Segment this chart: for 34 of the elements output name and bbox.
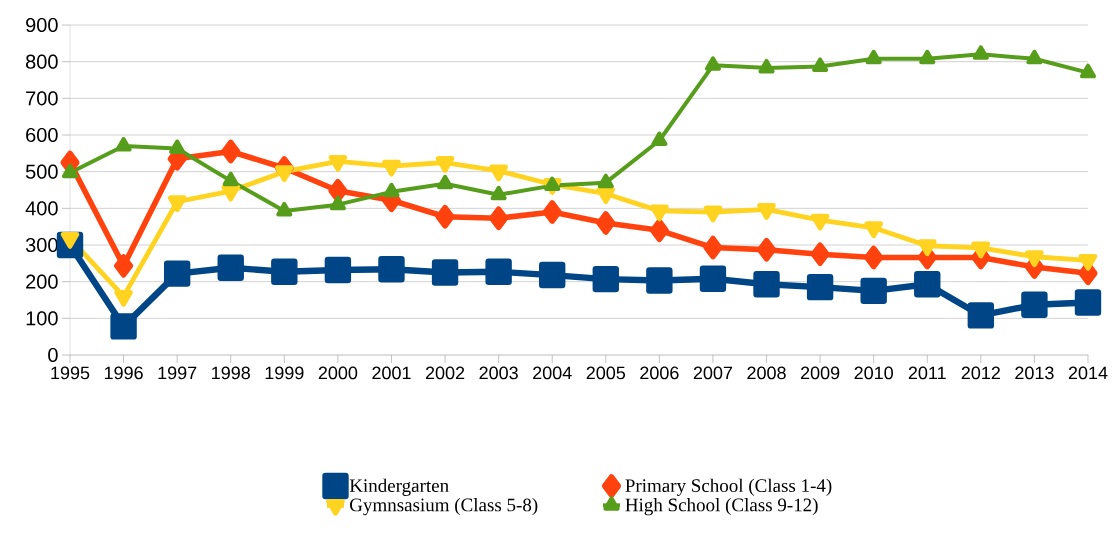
x-tick-label: 1998 bbox=[212, 366, 250, 380]
y-tick-label: 100 bbox=[26, 311, 58, 326]
x-tick-label: 2000 bbox=[318, 366, 358, 380]
y-tick-label: 400 bbox=[25, 201, 58, 216]
x-tick-label: 2001 bbox=[372, 366, 411, 380]
y-tick-label: 800 bbox=[25, 54, 58, 69]
legend-label: Gymnsasium (Class 5-8) bbox=[350, 498, 538, 516]
x-tick-label: 2009 bbox=[800, 366, 840, 380]
legend-label: Kindergarten bbox=[349, 478, 449, 496]
y-tick-label: 900 bbox=[26, 17, 58, 33]
x-tick-label: 2004 bbox=[533, 366, 572, 380]
x-tick-label: 2011 bbox=[908, 366, 946, 380]
x-tick-label: 2010 bbox=[854, 366, 893, 380]
y-tick-label: 500 bbox=[25, 164, 58, 179]
x-tick-label: 2008 bbox=[747, 366, 786, 380]
x-tick-label: 2012 bbox=[961, 366, 1000, 380]
x-tick-label: 2007 bbox=[693, 366, 733, 380]
y-tick-label: 600 bbox=[26, 127, 58, 143]
x-tick-label: 2005 bbox=[586, 366, 626, 380]
x-tick-label: 2002 bbox=[425, 366, 465, 380]
y-tick-label: 200 bbox=[26, 274, 58, 289]
x-tick-label: 2013 bbox=[1015, 366, 1054, 380]
x-tick-label: 2006 bbox=[640, 366, 679, 380]
x-tick-label: 1997 bbox=[158, 366, 197, 380]
y-tick-label: 300 bbox=[25, 237, 58, 253]
legend-label: Primary School (Class 1-4) bbox=[625, 478, 832, 496]
x-tick-label: 2014 bbox=[1068, 366, 1108, 380]
x-tick-label: 1996 bbox=[104, 366, 143, 380]
legend-label: High School (Class 9-12) bbox=[625, 498, 818, 516]
x-tick-label: 2003 bbox=[479, 366, 518, 380]
y-tick-label: 0 bbox=[48, 347, 58, 363]
x-tick-label: 1995 bbox=[51, 366, 90, 380]
y-tick-label: 700 bbox=[26, 91, 58, 106]
x-tick-label: 1999 bbox=[265, 366, 304, 380]
